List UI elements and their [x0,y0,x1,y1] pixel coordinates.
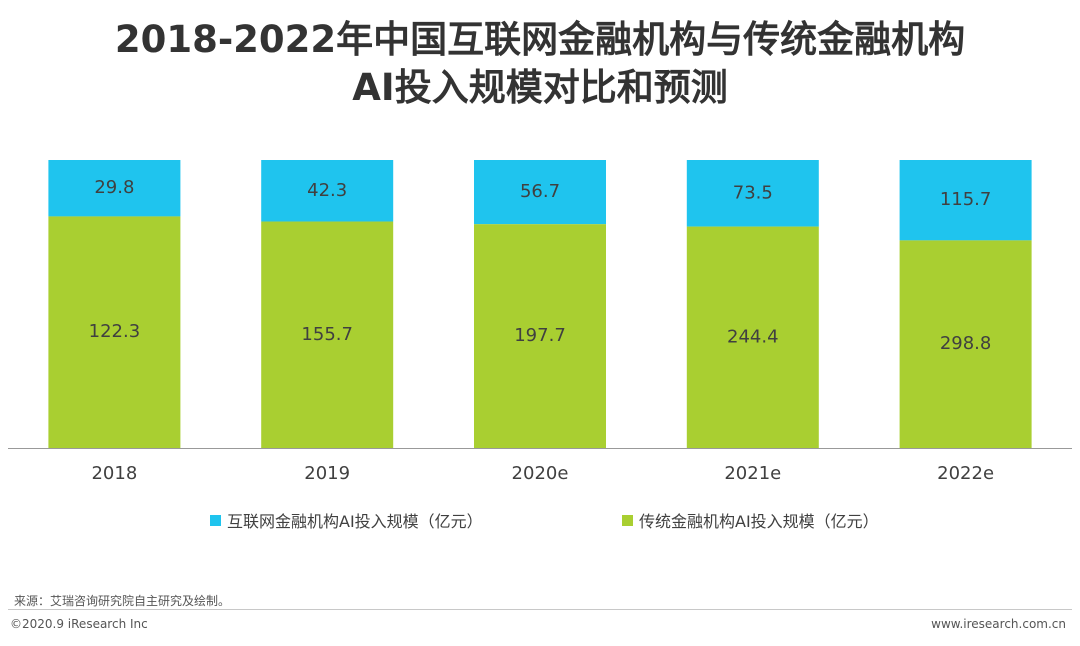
data-label-internet-2019: 42.3 [307,180,347,201]
x-tick-label-2021e: 2021e [724,463,781,484]
bar-internet-2018 [48,160,181,217]
data-label-traditional-2019: 155.7 [301,324,353,345]
stacked-bar-chart: 29.8 122.3 2018 42.3 155.7 2019 56.7 197.7 2020e… [8,160,1072,484]
legend-item-internet: 互联网金融机构AI投入规模（亿元） [210,508,483,532]
bar-traditional-2022e [899,240,1032,448]
data-label-traditional-2018: 122.3 [89,321,141,342]
footer-divider [8,609,1072,610]
legend-item-traditional: 传统金融机构AI投入规模（亿元） [622,508,879,532]
legend-label-internet: 互联网金融机构AI投入规模（亿元） [227,512,483,531]
bar-traditional-2021e [686,226,819,448]
copyright-text: ©2020.9 iResearch Inc [10,617,148,631]
data-label-traditional-2022e: 298.8 [940,333,992,354]
x-tick-label-2020e: 2020e [512,463,569,484]
bar-internet-2021e [686,160,819,227]
bar-internet-2022e [899,160,1032,241]
data-label-internet-2022e: 115.7 [940,189,992,210]
bar-traditional-2020e [474,224,606,448]
data-label-internet-2021e: 73.5 [733,182,773,203]
data-label-internet-2018: 29.8 [94,177,134,198]
bar-traditional-2018 [48,216,181,448]
chart-title-line1: 2018-2022年中国互联网金融机构与传统金融机构 [114,18,966,61]
x-tick-label-2019: 2019 [304,463,350,484]
x-tick-label-2018: 2018 [91,463,137,484]
chart-legend: 互联网金融机构AI投入规模（亿元） 传统金融机构AI投入规模（亿元） [0,508,1080,534]
bar-traditional-2019 [261,221,394,448]
data-label-internet-2020e: 56.7 [520,181,560,202]
legend-swatch-traditional [622,514,633,526]
website-url: www.iresearch.com.cn [931,617,1066,631]
bar-internet-2019 [261,160,394,222]
x-tick-label-2022e: 2022e [937,463,994,484]
chart-title-line2: AI投入规模对比和预测 [352,66,728,109]
data-label-traditional-2021e: 244.4 [727,326,779,347]
bar-internet-2020e [474,160,606,225]
data-label-traditional-2020e: 197.7 [514,325,566,346]
legend-label-traditional: 传统金融机构AI投入规模（亿元） [639,512,879,531]
legend-swatch-internet [210,514,221,526]
source-note: 来源：艾瑞咨询研究院自主研究及绘制。 [14,594,231,608]
